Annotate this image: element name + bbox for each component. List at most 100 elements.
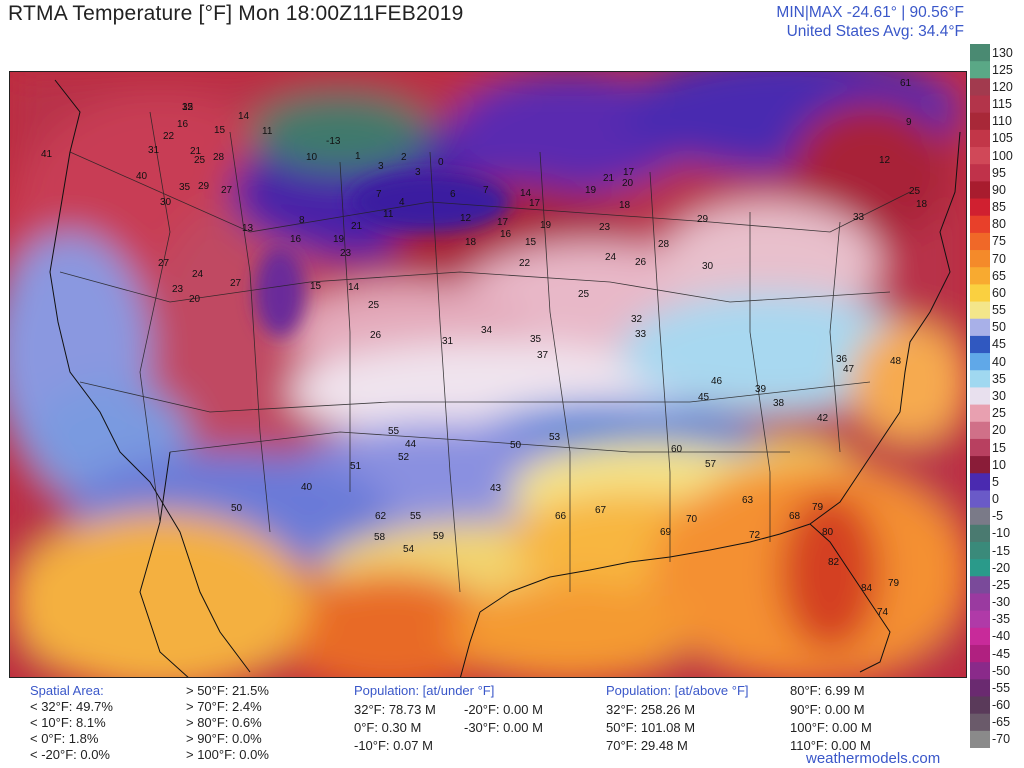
color-scale-swatch xyxy=(970,627,990,646)
station-temp-label: 54 xyxy=(403,544,415,555)
summary-footer: Spatial Area: < 32°F: 49.7% < 10°F: 8.1%… xyxy=(0,683,1024,768)
color-scale-label: -40 xyxy=(992,629,1011,644)
color-scale-label: 120 xyxy=(992,79,1013,94)
spatial-gt-100: > 100°F: 0.0% xyxy=(186,747,269,762)
station-temp-label: 37 xyxy=(537,350,549,361)
spatial-gt-90: > 90°F: 0.0% xyxy=(186,731,262,746)
station-temp-label: 43 xyxy=(490,483,502,494)
color-scale-label: 100 xyxy=(992,148,1013,163)
station-temp-label: 8 xyxy=(299,215,305,226)
station-temp-label: 40 xyxy=(301,482,313,493)
station-temp-label: 66 xyxy=(555,511,567,522)
color-scale-swatch xyxy=(970,164,990,182)
temperature-map[interactable]: 15 16 15 14 11 22 21 25 41 31 28 40 35 29 27 30 13 16 8 19 2… xyxy=(9,71,967,678)
station-temp-label: 15 xyxy=(182,102,194,113)
pop-above-70: 70°F: 29.48 M xyxy=(606,738,688,753)
color-scale-swatch xyxy=(970,662,990,680)
station-temp-label: 74 xyxy=(877,607,889,618)
station-temp-label: 29 xyxy=(697,214,709,225)
color-scale-label: 125 xyxy=(992,62,1013,77)
station-temp-label: 55 xyxy=(410,511,422,522)
station-temp-label: 11 xyxy=(262,126,273,137)
pop-under-neg10: -10°F: 0.07 M xyxy=(354,738,433,753)
color-scale-swatch xyxy=(970,696,990,715)
station-temp-label: 30 xyxy=(702,261,714,272)
station-temp-label: 42 xyxy=(817,413,829,424)
spatial-area-title: Spatial Area: xyxy=(30,683,104,698)
station-temp-label: 44 xyxy=(405,439,417,450)
station-temp-label: 16 xyxy=(290,234,302,245)
station-temp-label: 38 xyxy=(773,398,785,409)
color-scale-label: -35 xyxy=(992,612,1011,627)
station-temp-label: 12 xyxy=(460,213,472,224)
color-scale-swatch xyxy=(970,370,990,388)
color-scale xyxy=(970,44,990,749)
coastline xyxy=(49,79,961,677)
station-temp-label: 13 xyxy=(242,223,254,234)
color-scale-label: -25 xyxy=(992,577,1011,592)
station-temp-label: 34 xyxy=(481,325,493,336)
state-borders xyxy=(59,111,911,593)
color-scale-label: 10 xyxy=(992,457,1006,472)
color-scale-label: 5 xyxy=(992,474,999,489)
station-temp-label: 39 xyxy=(755,384,767,395)
station-temp-label: 79 xyxy=(812,502,824,513)
station-temp-label: 23 xyxy=(172,284,184,295)
station-temp-label: 19 xyxy=(540,220,552,231)
color-scale-swatch xyxy=(970,301,990,320)
station-temp-label: 28 xyxy=(658,239,670,250)
station-temp-label: 7 xyxy=(483,185,489,196)
station-temp-label: 31 xyxy=(148,145,160,156)
color-scale-swatch xyxy=(970,421,990,440)
color-scale-label: -45 xyxy=(992,646,1011,661)
station-temp-label: 20 xyxy=(622,178,634,189)
spatial-lt-32: < 32°F: 49.7% xyxy=(30,699,113,714)
station-temp-label: 23 xyxy=(599,222,611,233)
color-scale-swatch xyxy=(970,215,990,234)
station-temp-label: 3 xyxy=(415,167,421,178)
station-temp-label: 19 xyxy=(585,185,597,196)
spatial-lt-10: < 10°F: 8.1% xyxy=(30,715,106,730)
color-scale-label: 95 xyxy=(992,165,1006,180)
pop-under-32: 32°F: 78.73 M xyxy=(354,702,436,717)
pop-above-110: 110°F: 0.00 M xyxy=(790,738,871,753)
color-scale-label: 0 xyxy=(992,492,999,507)
color-scale-label: -55 xyxy=(992,680,1011,695)
station-temp-label: 35 xyxy=(530,334,542,345)
site-link[interactable]: weathermodels.com xyxy=(806,750,941,767)
station-temp-label: 23 xyxy=(340,248,352,259)
spatial-lt-neg20: < -20°F: 0.0% xyxy=(30,747,110,762)
station-temp-label: 14 xyxy=(520,188,532,199)
color-scale-label: -60 xyxy=(992,698,1011,713)
color-scale-swatch xyxy=(970,95,990,114)
color-scale-label: 75 xyxy=(992,234,1006,249)
color-scale-label: 30 xyxy=(992,389,1006,403)
color-scale-swatch xyxy=(970,713,990,732)
stats-panel: MIN|MAX -24.61° | 90.56°F United States … xyxy=(776,3,964,41)
color-scale-swatch xyxy=(970,284,990,303)
station-temp-label: 33 xyxy=(853,212,865,223)
station-temp-label: 10 xyxy=(306,152,318,163)
color-scale-label: 40 xyxy=(992,354,1006,369)
station-temp-label: 50 xyxy=(510,440,522,451)
station-temp-label: 68 xyxy=(789,511,801,522)
color-scale-label: -15 xyxy=(992,543,1011,558)
color-scale-swatch xyxy=(970,250,990,268)
station-temp-label: 72 xyxy=(749,530,761,541)
color-scale-label: -70 xyxy=(992,732,1011,747)
color-scale-label: 55 xyxy=(992,303,1006,318)
station-temp-label: 57 xyxy=(705,459,717,470)
station-temp-label: 7 xyxy=(376,189,382,200)
color-scale-label: 65 xyxy=(992,268,1006,283)
station-temp-label: 17 xyxy=(529,198,541,209)
color-scale-swatch xyxy=(970,353,990,371)
station-temp-label: 63 xyxy=(742,495,754,506)
color-scale-swatch xyxy=(970,112,990,131)
station-temp-label: 29 xyxy=(198,181,210,192)
color-scale-label: 20 xyxy=(992,423,1006,438)
station-temp-label: 9 xyxy=(906,117,912,128)
us-average-readout: United States Avg: 34.4°F xyxy=(786,23,964,40)
station-temp-label: 46 xyxy=(711,376,723,387)
